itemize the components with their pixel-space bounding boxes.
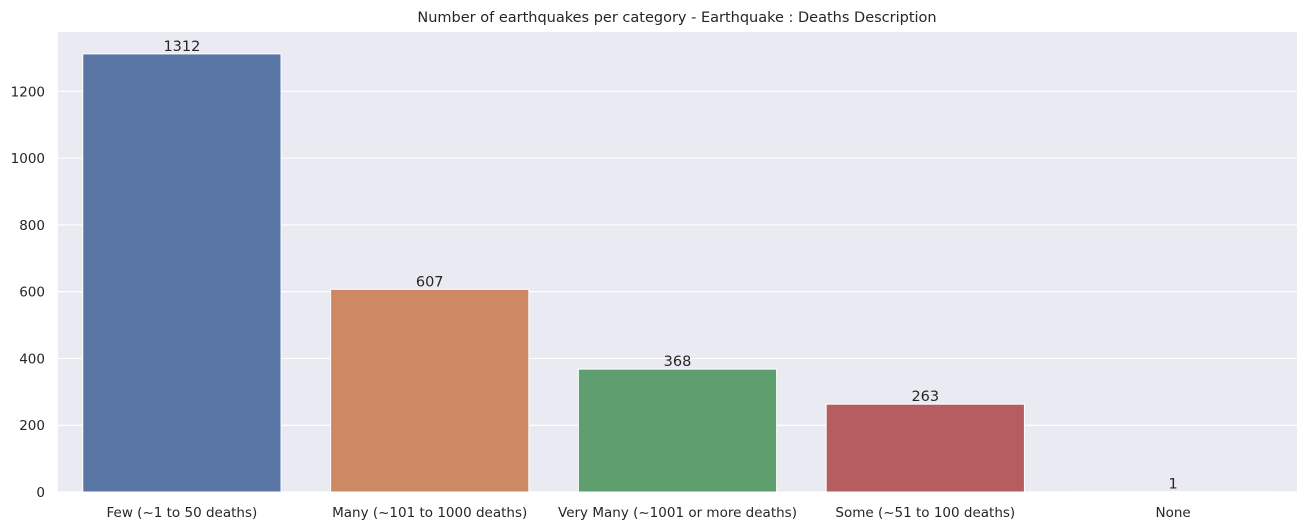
bar	[577, 368, 778, 493]
data-labels: 1312 607 368 263 1	[163, 39, 1177, 493]
bar-value-label: 263	[911, 389, 939, 405]
y-tick-label: 800	[19, 218, 45, 234]
x-tick-label: None	[1155, 505, 1190, 521]
x-tick-label: Some (~51 to 100 deaths)	[835, 505, 1015, 521]
bars	[82, 53, 1273, 493]
bar-value-label: 607	[416, 274, 444, 290]
x-tick-label: Few (~1 to 50 deaths)	[107, 505, 258, 521]
y-tick-label: 0	[36, 485, 45, 501]
bar-value-label: 1312	[163, 39, 200, 55]
x-axis-ticks: Few (~1 to 50 deaths) Many (~101 to 1000 …	[107, 505, 1191, 521]
chart-title: Number of earthquakes per category - Ear…	[417, 10, 936, 26]
y-tick-label: 200	[19, 418, 45, 434]
y-axis-ticks: 0 200 400 600 800 1000 1200	[11, 84, 45, 501]
y-tick-label: 1200	[11, 84, 45, 100]
bar	[330, 288, 530, 493]
y-tick-label: 1000	[11, 151, 45, 167]
bar	[825, 403, 1025, 493]
x-tick-label: Very Many (~1001 or more deaths)	[558, 505, 797, 521]
bar	[82, 53, 282, 493]
x-tick-label: Many (~101 to 1000 deaths)	[332, 505, 527, 521]
bar-value-label: 1	[1168, 477, 1177, 493]
y-tick-label: 400	[19, 351, 45, 367]
bar-value-label: 368	[664, 354, 692, 370]
y-tick-label: 600	[19, 285, 45, 301]
